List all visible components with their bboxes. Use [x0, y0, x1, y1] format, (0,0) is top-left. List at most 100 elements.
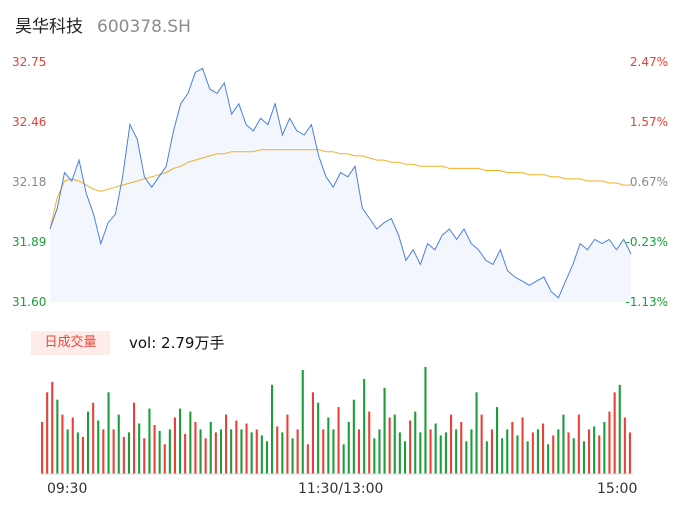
- volume-bar: [337, 407, 340, 474]
- volume-bar: [572, 438, 575, 474]
- volume-bar: [240, 429, 243, 474]
- volume-bar: [598, 435, 601, 474]
- volume-bar: [189, 411, 192, 474]
- volume-bar: [603, 422, 606, 474]
- volume-bar: [204, 438, 207, 474]
- volume-bar: [317, 402, 320, 474]
- volume-bar: [230, 429, 233, 474]
- volume-bar: [496, 407, 499, 474]
- volume-bar: [97, 420, 100, 474]
- volume-bar: [209, 422, 212, 474]
- tab-daily-volume[interactable]: 日成交量: [31, 331, 110, 355]
- volume-bar: [127, 432, 130, 474]
- volume-bar: [582, 441, 585, 474]
- volume-bar: [357, 429, 360, 474]
- volume-bar: [250, 432, 253, 474]
- volume-bar: [373, 438, 376, 474]
- percent-tick-label: 2.47%: [630, 55, 668, 69]
- volume-bar: [163, 444, 166, 474]
- volume-bar: [618, 384, 621, 474]
- volume-bar: [286, 414, 289, 474]
- volume-bar: [409, 420, 412, 474]
- volume-bar: [506, 429, 509, 474]
- volume-bar: [56, 399, 59, 474]
- volume-bar: [577, 414, 580, 474]
- volume-bar: [276, 426, 279, 474]
- volume-bar: [143, 438, 146, 474]
- volume-bar: [342, 444, 345, 474]
- price-area-fill: [50, 68, 631, 302]
- volume-bar: [547, 444, 550, 474]
- price-tick-label: 32.75: [12, 55, 46, 69]
- volume-bar: [46, 392, 49, 474]
- volume-bar: [271, 384, 274, 474]
- volume-bar: [138, 423, 141, 474]
- volume-bar: [306, 444, 309, 474]
- percent-tick-label: 1.57%: [630, 115, 668, 129]
- volume-bar: [332, 429, 335, 474]
- volume-bar: [173, 417, 176, 474]
- volume-bar: [158, 430, 161, 474]
- time-label-close: 15:00: [597, 481, 638, 497]
- stock-header: 昊华科技 600378.SH: [15, 12, 191, 38]
- price-chart: 32.75 32.46 32.18 31.89 31.60 2.47% 1.57% 0.67…: [12, 55, 668, 309]
- volume-bar: [179, 408, 182, 474]
- volume-bar: [122, 436, 125, 474]
- volume-bar: [531, 432, 534, 474]
- volume-bar: [444, 432, 447, 474]
- price-tick-label: 31.60: [12, 295, 46, 309]
- volume-bar: [613, 392, 616, 474]
- volume-bar: [322, 429, 325, 474]
- volume-bar: [291, 438, 294, 474]
- volume-bar: [557, 429, 560, 474]
- volume-bar: [219, 429, 222, 474]
- volume-bar: [628, 432, 631, 474]
- volume-bar: [516, 435, 519, 474]
- volume-bar: [107, 392, 110, 474]
- volume-bar: [378, 429, 381, 474]
- percent-tick-label: 0.67%: [630, 175, 668, 189]
- volume-bar: [168, 429, 171, 474]
- volume-bar: [347, 422, 350, 474]
- volume-bar: [608, 411, 611, 474]
- price-axis-left: 32.75 32.46 32.18 31.89 31.60: [12, 55, 46, 309]
- volume-bar: [398, 432, 401, 474]
- volume-bar: [311, 392, 314, 474]
- volume-bar: [41, 422, 44, 474]
- volume-bar: [61, 414, 64, 474]
- volume-bar: [511, 422, 514, 474]
- volume-bar: [588, 429, 591, 474]
- volume-bar: [383, 387, 386, 474]
- average-price-line: [49, 149, 631, 230]
- volume-bar: [542, 423, 545, 474]
- volume-bar: [536, 429, 539, 474]
- volume-readout: vol: 2.79万手: [129, 334, 225, 352]
- volume-bar: [102, 429, 105, 474]
- volume-bar: [184, 433, 187, 474]
- volume-bar: [623, 417, 626, 474]
- time-label-midday: 11:30/13:00: [298, 481, 384, 497]
- volume-bar: [460, 422, 463, 474]
- volume-bar: [363, 378, 366, 474]
- volume-bar: [490, 429, 493, 474]
- time-label-open: 09:30: [47, 481, 88, 497]
- volume-bar: [87, 411, 90, 474]
- price-tick-label: 31.89: [12, 235, 46, 249]
- volume-bars: [41, 367, 634, 475]
- percent-tick-label: -0.23%: [626, 235, 668, 249]
- volume-bar: [439, 435, 442, 474]
- volume-bar: [419, 432, 422, 474]
- price-tick-label: 32.18: [12, 175, 46, 189]
- volume-bar: [480, 414, 483, 474]
- volume-bar: [470, 429, 473, 474]
- volume-bar: [455, 429, 458, 474]
- volume-bar: [352, 399, 355, 474]
- volume-bar: [434, 423, 437, 474]
- price-line: [49, 67, 632, 299]
- volume-bar: [194, 422, 197, 474]
- volume-bar: [133, 402, 136, 474]
- volume-chart: [41, 367, 634, 475]
- volume-bar: [296, 429, 299, 474]
- volume-bar: [368, 411, 371, 474]
- volume-bar: [112, 429, 115, 474]
